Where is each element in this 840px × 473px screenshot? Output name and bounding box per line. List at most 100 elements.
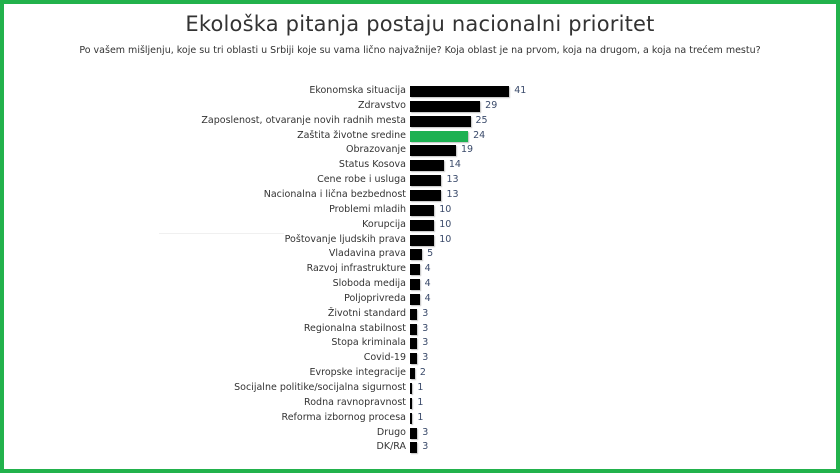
- value-label: 29: [485, 99, 498, 111]
- category-label: Reforma izbornog procesa: [281, 411, 406, 423]
- chart-row: Korupcija 10: [4, 218, 836, 232]
- value-label: 3: [422, 322, 429, 334]
- bar: [410, 86, 510, 97]
- bar: [410, 353, 418, 365]
- bar: [410, 397, 413, 409]
- value-label: 13: [446, 174, 459, 186]
- category-label: Status Kosova: [338, 159, 406, 171]
- value-label: 1: [417, 382, 424, 393]
- bar: [410, 264, 420, 276]
- category-label: Poštovanje ljudskih prava: [284, 233, 406, 245]
- chart-row: Životni standard 3: [4, 307, 836, 321]
- category-label: Drugo: [376, 426, 406, 438]
- chart-row: Zaposlenost, otvaranje novih radnih mest…: [4, 114, 836, 128]
- value-label: 24: [473, 129, 486, 141]
- chart-row: Obrazovanje 19: [4, 143, 836, 157]
- category-label: Zaposlenost, otvaranje novih radnih mest…: [201, 114, 406, 126]
- chart-row: Poljoprivreda 4: [4, 292, 836, 306]
- value-label: 13: [446, 188, 459, 200]
- bar: [410, 442, 418, 454]
- category-label: Vladavina prava: [328, 248, 406, 260]
- value-label: 25: [475, 114, 488, 126]
- value-label: 4: [424, 292, 431, 304]
- value-label: 10: [439, 218, 452, 230]
- category-label: Stopa kriminala: [331, 337, 406, 349]
- bar: [410, 338, 418, 350]
- chart-row: Nacionalna i lična bezbednost 13: [4, 188, 836, 202]
- bar: [410, 293, 420, 305]
- chart-row: DK/RA 3: [4, 440, 836, 454]
- chart-row: Rodna ravnopravnost 1: [4, 396, 836, 410]
- chart-row: Cene robe i usluga 13: [4, 173, 836, 187]
- category-label: Regionalna stabilnost: [303, 322, 406, 334]
- chart-row: Zdravstvo 29: [4, 99, 836, 113]
- value-label: 1: [417, 396, 424, 408]
- value-label: 3: [422, 337, 429, 349]
- chart-row: Vladavina prava 5: [4, 247, 836, 261]
- value-label: 19: [460, 144, 474, 156]
- chart-row: Reforma izbornog procesa 1: [4, 411, 836, 425]
- bar: [410, 160, 444, 172]
- value-label: 5: [427, 248, 434, 260]
- value-label: 2: [419, 367, 426, 379]
- chart-row: Razvoj infrastrukture 4: [4, 262, 836, 276]
- category-label: Zdravstvo: [358, 99, 406, 111]
- bar: [410, 279, 420, 291]
- category-label: Sloboda medija: [332, 278, 406, 290]
- value-label: 4: [424, 263, 431, 275]
- value-label: 10: [439, 203, 452, 215]
- category-label: Zaštita životne sredine: [297, 129, 406, 141]
- chart-row: Drugo 3: [4, 426, 836, 440]
- value-label: 3: [422, 307, 429, 319]
- chart-row: Poštovanje ljudskih prava 10: [4, 233, 836, 247]
- category-label: Rodna ravnopravnost: [304, 396, 406, 408]
- bar: [410, 249, 423, 261]
- bar: [410, 219, 435, 231]
- value-label: 3: [422, 441, 429, 453]
- bar: [410, 115, 471, 127]
- bar: [410, 323, 418, 335]
- category-label: Problemi mladih: [329, 203, 406, 215]
- chart-title: Ekološka pitanja postaju nacionalni prio…: [185, 12, 655, 36]
- chart-row: Evropske integracije 2: [4, 366, 836, 380]
- category-label: Cene robe i usluga: [317, 174, 406, 186]
- chart-subtitle: Po vašem mišljenju, koje su tri oblasti …: [79, 45, 761, 56]
- bar: [410, 234, 435, 246]
- category-label: Korupcija: [362, 218, 406, 230]
- chart-row: Ekonomska situacija 41: [4, 84, 836, 98]
- chart-row: Problemi mladih 10: [4, 203, 836, 217]
- category-label: Razvoj infrastrukture: [306, 263, 406, 275]
- chart-row: Regionalna stabilnost 3: [4, 322, 836, 336]
- chart-row: Covid-19 3: [4, 351, 836, 365]
- value-label: 41: [514, 85, 527, 96]
- bar: [410, 368, 415, 380]
- bar: [410, 383, 413, 394]
- category-label: Obrazovanje: [346, 144, 406, 156]
- bar: [410, 189, 442, 201]
- highlighted-bar: [410, 130, 469, 142]
- value-label: 3: [422, 426, 429, 438]
- category-label: DK/RA: [376, 441, 406, 453]
- value-label: 1: [417, 411, 424, 423]
- bar: [410, 308, 418, 320]
- category-label: Socijalne politike/socijalna sigurnost: [234, 382, 406, 393]
- category-label: Životni standard: [327, 307, 406, 319]
- bar: [410, 175, 442, 187]
- category-label: Covid-19: [363, 352, 406, 364]
- value-label: 3: [422, 352, 429, 364]
- chart-row: Stopa kriminala 3: [4, 336, 836, 350]
- chart-row: Sloboda medija 4: [4, 277, 836, 291]
- bar: [410, 427, 418, 439]
- bar: [410, 145, 456, 157]
- category-label: Evropske integracije: [309, 367, 406, 379]
- chart-row: Socijalne politike/socijalna sigurnost 1: [4, 381, 836, 395]
- value-label: 10: [439, 233, 452, 245]
- chart-row: Status Kosova 14: [4, 158, 836, 172]
- value-label: 4: [424, 278, 431, 290]
- category-label: Nacionalna i lična bezbednost: [263, 188, 406, 200]
- category-label: Ekonomska situacija: [309, 85, 406, 96]
- bar: [410, 412, 413, 424]
- category-label: Poljoprivreda: [344, 292, 406, 304]
- bar: [410, 204, 435, 216]
- bar: [410, 100, 481, 112]
